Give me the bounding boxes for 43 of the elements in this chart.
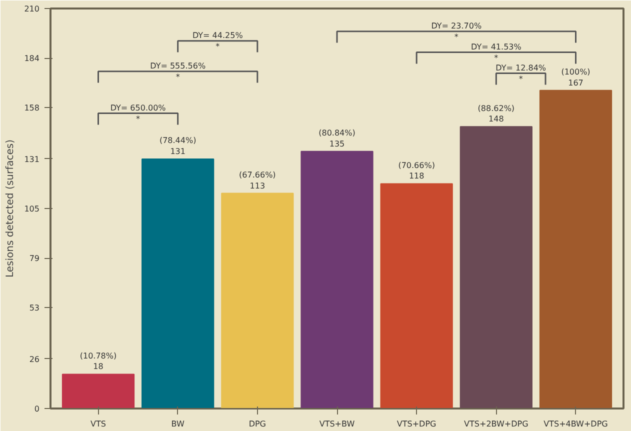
bar <box>460 126 532 408</box>
y-tick-label: 26 <box>29 354 40 364</box>
bar <box>62 374 135 408</box>
annotation: * <box>518 74 523 84</box>
data-label: (67.66%) 113 <box>239 170 276 190</box>
annotation: DY= 555.56% <box>150 61 206 70</box>
annotation: * <box>454 32 458 42</box>
bar <box>300 150 374 408</box>
annotation: DY= 23.70% <box>431 21 482 30</box>
annotation: DY= 12.84% <box>496 63 546 72</box>
bar <box>142 158 214 408</box>
y-tick-label: 105 <box>24 204 40 214</box>
y-axis-title: Lesions detected (surfaces) <box>5 139 16 278</box>
data-label: (88.62%) 148 <box>478 104 515 124</box>
y-tick-label: 53 <box>29 304 40 313</box>
annotation: * <box>216 42 220 51</box>
x-tick-label: VTS+BW <box>319 420 355 428</box>
y-tick-label: 210 <box>24 4 40 14</box>
bar <box>380 183 453 408</box>
y-tick-label: 131 <box>24 154 40 164</box>
x-tick-label: DPG <box>248 420 266 428</box>
y-tick-label: 79 <box>29 254 40 264</box>
x-tick-label: VTS+4BW+DPG <box>544 420 608 428</box>
annotation: * <box>176 72 180 82</box>
x-tick-label: BW <box>171 420 184 428</box>
annotation: DY= 41.53% <box>470 42 522 52</box>
bar <box>539 90 612 408</box>
annotation: DY= 650.00% <box>110 103 166 112</box>
data-label: (78.44%) 131 <box>159 136 196 156</box>
annotation: * <box>494 53 498 62</box>
x-tick-label: VTS <box>90 420 106 428</box>
data-label: (10.78%) 18 <box>80 351 117 372</box>
annotation: DY= 44.25% <box>192 30 244 40</box>
y-tick-label: 184 <box>24 54 40 64</box>
annotation: * <box>136 114 140 124</box>
data-label: (100%) 167 <box>561 68 590 88</box>
x-tick-label: VTS+DPG <box>396 420 436 428</box>
y-tick-label: 0 <box>34 404 40 414</box>
data-label: (70.66%) 118 <box>398 160 435 181</box>
x-tick-label: VTS+2BW+DPG <box>464 420 528 428</box>
data-label: (80.84%) 135 <box>318 128 356 148</box>
y-tick-label: 158 <box>24 104 40 113</box>
bar <box>221 192 294 408</box>
